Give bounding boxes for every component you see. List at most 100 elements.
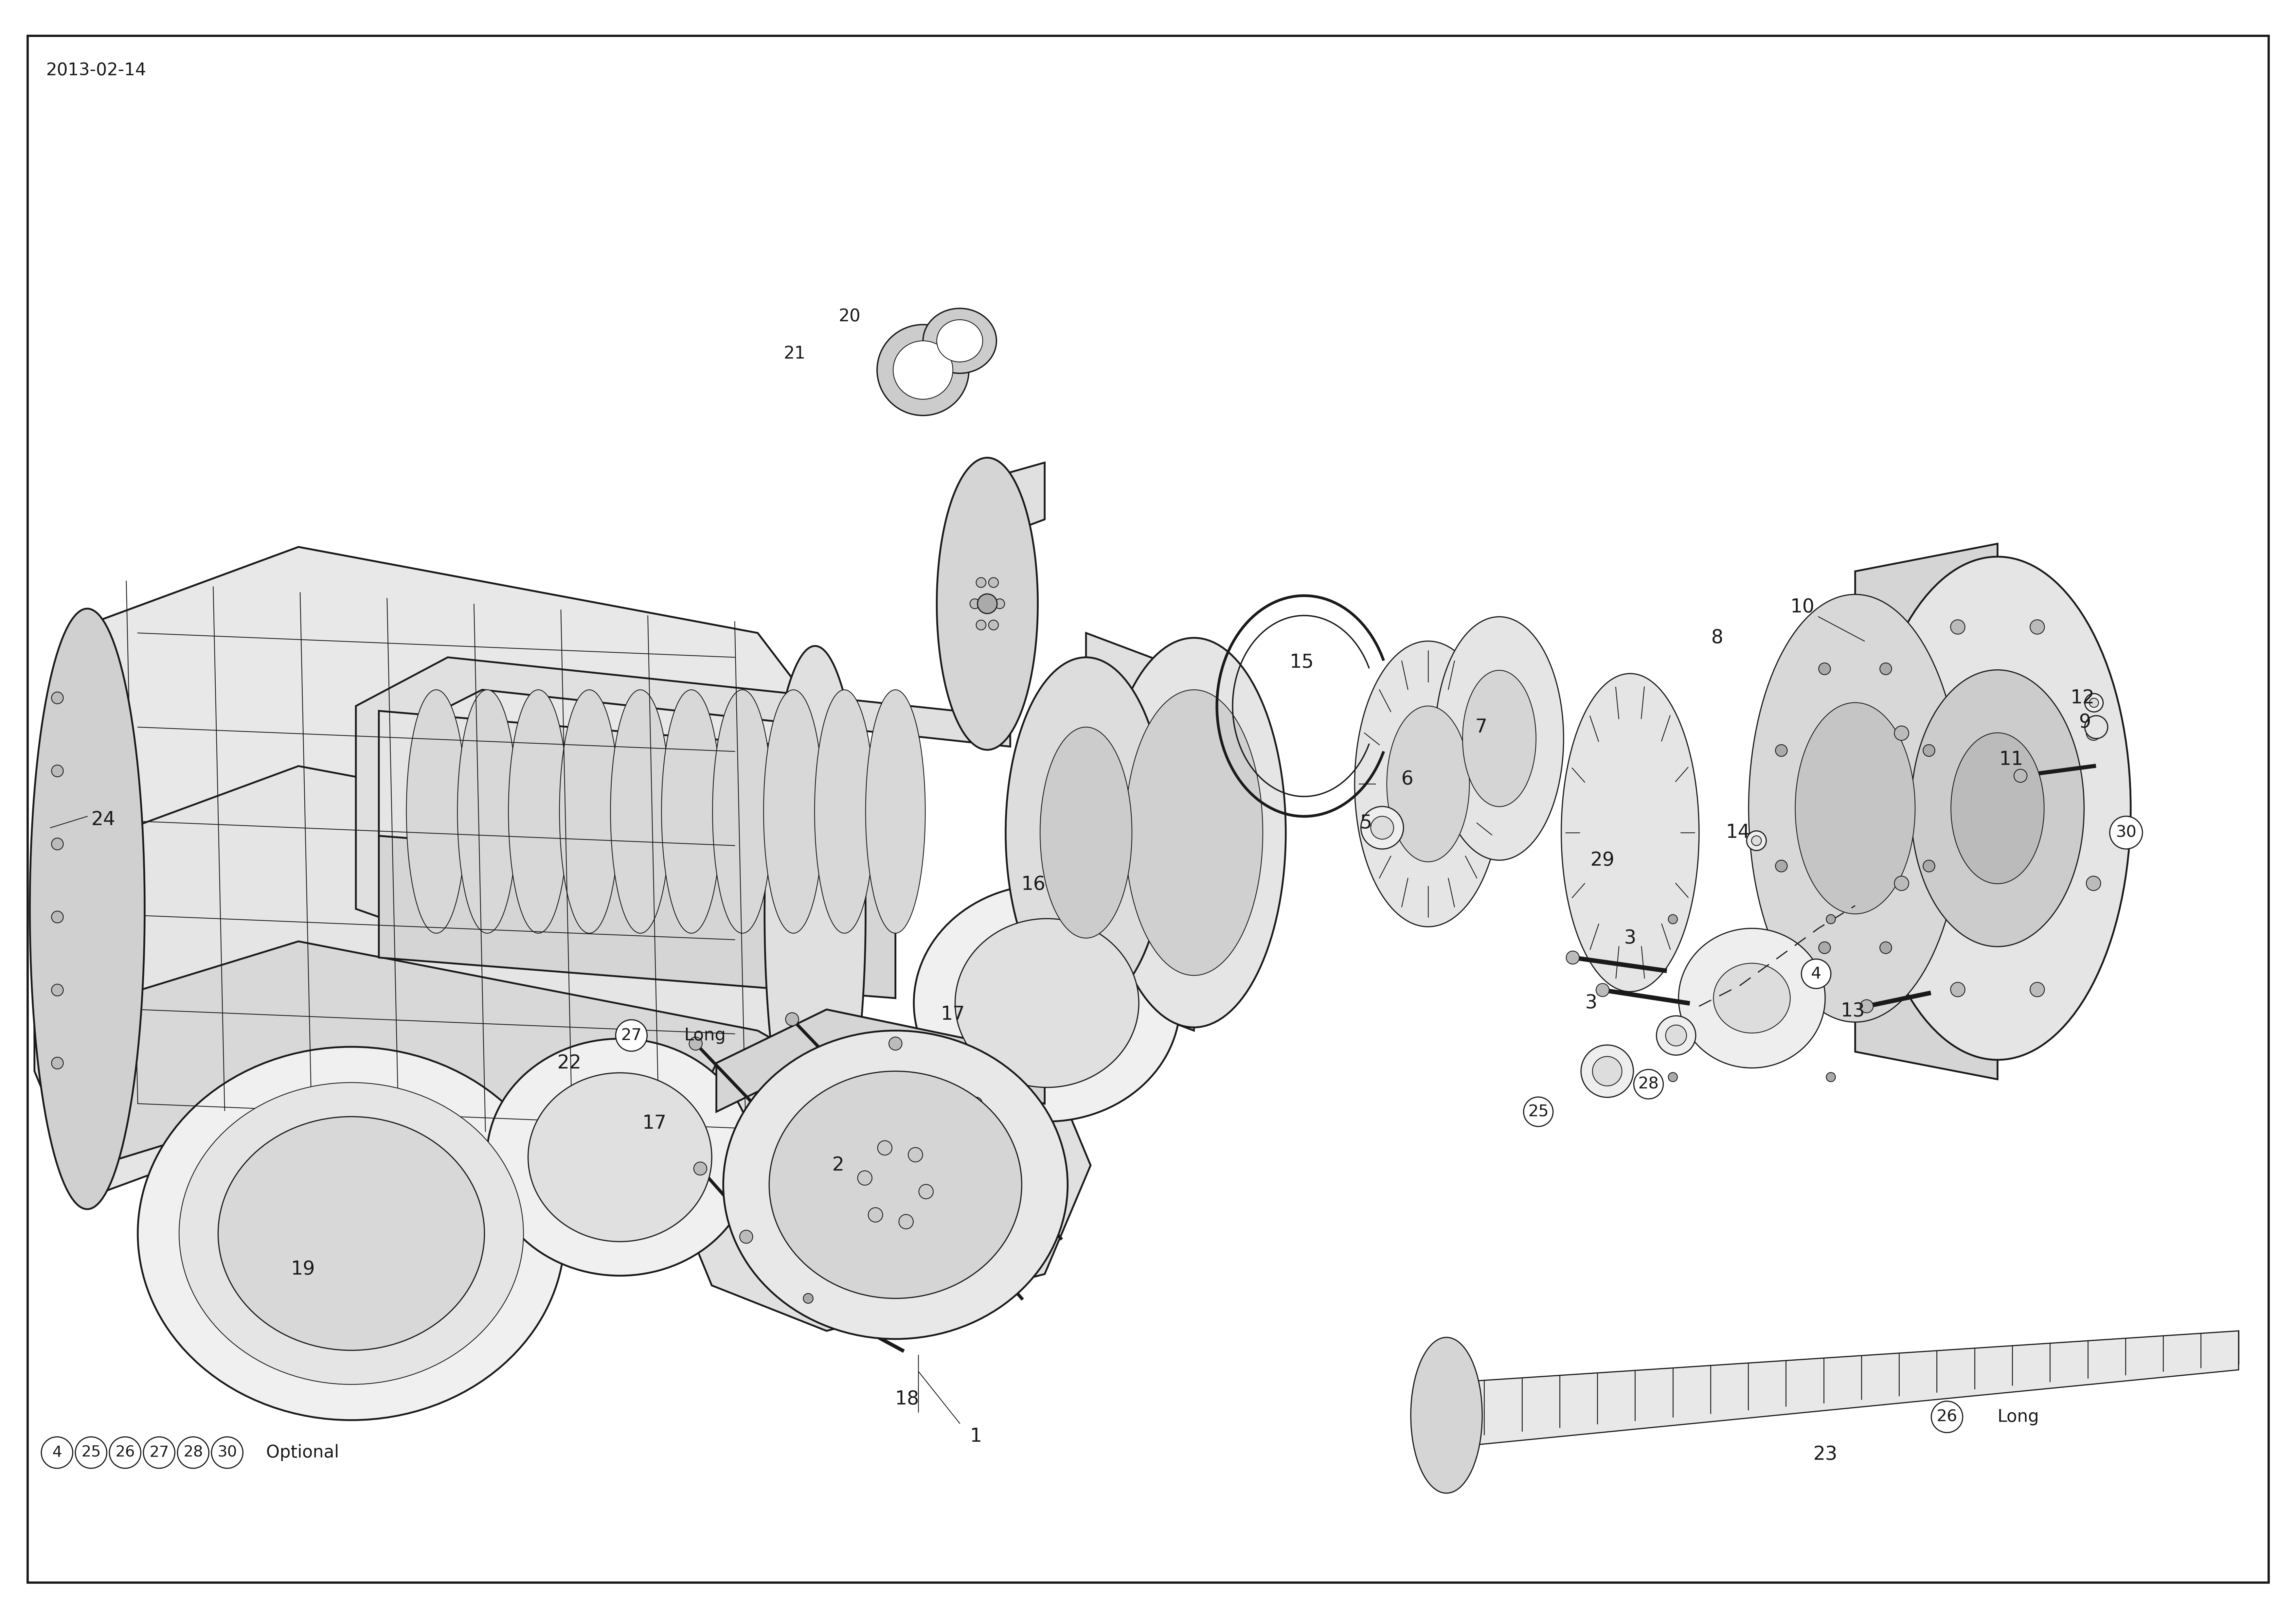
Circle shape: [804, 1294, 813, 1303]
Text: 2: 2: [831, 1156, 845, 1175]
Circle shape: [957, 1227, 971, 1240]
Ellipse shape: [406, 690, 466, 933]
Text: 20: 20: [838, 308, 861, 325]
Circle shape: [1952, 620, 1965, 635]
Circle shape: [2087, 725, 2101, 740]
Circle shape: [1952, 982, 1965, 997]
Polygon shape: [379, 711, 895, 876]
Text: 6: 6: [1401, 769, 1414, 789]
Circle shape: [976, 578, 985, 588]
Text: Optional: Optional: [266, 1444, 340, 1461]
Text: Long: Long: [684, 1027, 726, 1044]
Circle shape: [1582, 1045, 1632, 1097]
Text: 15: 15: [1290, 652, 1313, 672]
Ellipse shape: [1435, 617, 1564, 860]
Circle shape: [969, 1097, 983, 1110]
Ellipse shape: [611, 690, 670, 933]
Text: 14: 14: [1727, 823, 1750, 842]
Polygon shape: [34, 795, 815, 1185]
Ellipse shape: [1355, 641, 1502, 927]
Text: 21: 21: [783, 346, 806, 362]
Ellipse shape: [560, 690, 620, 933]
Circle shape: [51, 691, 64, 704]
Circle shape: [2085, 693, 2103, 712]
Circle shape: [76, 1436, 108, 1469]
Circle shape: [990, 620, 999, 630]
Circle shape: [868, 1208, 882, 1222]
Circle shape: [51, 837, 64, 850]
Ellipse shape: [723, 1031, 1068, 1339]
Circle shape: [889, 1037, 902, 1050]
Circle shape: [2110, 816, 2142, 849]
Ellipse shape: [765, 646, 866, 1182]
Circle shape: [1669, 915, 1678, 923]
Text: 13: 13: [1841, 1001, 1864, 1021]
Text: 25: 25: [80, 1444, 101, 1461]
Circle shape: [976, 620, 985, 630]
Text: 3: 3: [1623, 928, 1637, 948]
Ellipse shape: [1678, 928, 1825, 1068]
Text: 16: 16: [1022, 875, 1045, 894]
Text: 12: 12: [2071, 688, 2094, 708]
Circle shape: [1818, 941, 1830, 954]
Circle shape: [2089, 698, 2099, 708]
Circle shape: [1880, 941, 1892, 954]
Ellipse shape: [1795, 703, 1915, 914]
Circle shape: [2030, 982, 2043, 997]
Ellipse shape: [1387, 706, 1469, 862]
Circle shape: [994, 599, 1006, 609]
Ellipse shape: [507, 690, 567, 933]
Text: 1: 1: [969, 1427, 983, 1446]
Circle shape: [1362, 807, 1403, 849]
Ellipse shape: [914, 885, 1180, 1121]
Circle shape: [978, 594, 996, 613]
Polygon shape: [1086, 633, 1194, 1031]
Circle shape: [51, 764, 64, 777]
Circle shape: [689, 1037, 703, 1050]
Ellipse shape: [769, 1071, 1022, 1298]
Ellipse shape: [1750, 594, 1961, 1022]
Circle shape: [1752, 836, 1761, 846]
Text: 24: 24: [92, 810, 115, 829]
Circle shape: [2087, 876, 2101, 891]
Circle shape: [1593, 1057, 1621, 1086]
Text: 30: 30: [218, 1444, 236, 1461]
Circle shape: [615, 1019, 647, 1052]
Circle shape: [1596, 984, 1609, 997]
Circle shape: [854, 1251, 868, 1264]
Text: 17: 17: [941, 1005, 964, 1024]
Text: 2013-02-14: 2013-02-14: [46, 62, 147, 78]
Circle shape: [909, 1147, 923, 1162]
Ellipse shape: [815, 690, 875, 933]
Text: 27: 27: [149, 1444, 170, 1461]
Ellipse shape: [1006, 657, 1166, 1008]
Circle shape: [2085, 716, 2108, 738]
Circle shape: [1775, 745, 1786, 756]
Ellipse shape: [877, 325, 969, 415]
Circle shape: [1880, 662, 1892, 675]
Ellipse shape: [1102, 638, 1286, 1027]
Circle shape: [1924, 745, 1936, 756]
Text: 27: 27: [620, 1027, 643, 1044]
Circle shape: [1669, 1073, 1678, 1081]
Ellipse shape: [30, 609, 145, 1209]
Circle shape: [51, 911, 64, 923]
Circle shape: [110, 1436, 140, 1469]
Text: 29: 29: [1591, 850, 1614, 870]
Circle shape: [1894, 725, 1908, 740]
Text: 5: 5: [1359, 813, 1373, 833]
Ellipse shape: [1910, 670, 2085, 946]
Circle shape: [877, 1141, 893, 1156]
Circle shape: [1371, 816, 1394, 839]
Circle shape: [177, 1436, 209, 1469]
Polygon shape: [666, 1010, 1091, 1331]
Polygon shape: [34, 547, 838, 852]
Ellipse shape: [1952, 734, 2043, 883]
Text: 28: 28: [1637, 1076, 1660, 1092]
Text: 8: 8: [1711, 628, 1724, 648]
Ellipse shape: [1125, 690, 1263, 975]
Ellipse shape: [1713, 964, 1791, 1034]
Text: 23: 23: [1814, 1444, 1837, 1464]
Circle shape: [1924, 860, 1936, 872]
Text: 28: 28: [184, 1444, 202, 1461]
